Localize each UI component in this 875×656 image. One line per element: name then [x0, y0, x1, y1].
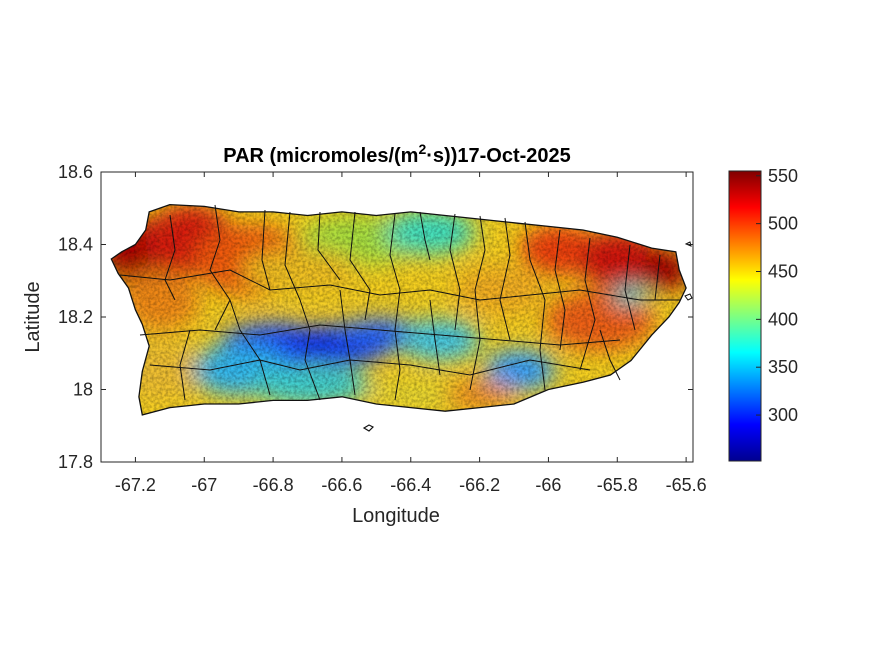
- colorbar-tick-label: 450: [768, 261, 798, 281]
- colorbar-tick-label: 550: [768, 166, 798, 186]
- islet-east: [684, 293, 693, 301]
- colorbar: [728, 170, 762, 462]
- x-tick-label: -65.8: [597, 475, 638, 495]
- y-tick-label: 18.2: [58, 307, 93, 327]
- y-axis: 17.8 18 18.2 18.4 18.6: [58, 162, 693, 472]
- x-tick-label: -66.8: [253, 475, 294, 495]
- islet-caja-de-muerto: [362, 424, 375, 432]
- y-tick-label: 17.8: [58, 452, 93, 472]
- colorbar-axis: 300 350 400 450 500 550: [756, 166, 798, 425]
- x-tick-label: -65.6: [666, 475, 707, 495]
- colorbar-tick-label: 300: [768, 405, 798, 425]
- x-tick-label: -67: [191, 475, 217, 495]
- y-tick-label: 18.4: [58, 235, 93, 255]
- colorbar-tick-label: 350: [768, 357, 798, 377]
- island-coastline: [110, 203, 687, 416]
- x-tick-label: -66: [535, 475, 561, 495]
- colorbar-tick-label: 500: [768, 214, 798, 234]
- x-axis: -67.2 -67 -66.8 -66.6 -66.4 -66.2 -66 -65.8 -65.…: [115, 172, 707, 495]
- x-tick-label: -66.6: [321, 475, 362, 495]
- y-axis-label: Latitude: [22, 281, 44, 352]
- municipality-boundaries: [119, 204, 680, 401]
- y-tick-label: 18: [73, 380, 93, 400]
- colorbar-tick-label: 400: [768, 309, 798, 329]
- chart-title: PAR (micromoles/(m2·s))17-Oct-2025: [223, 141, 571, 167]
- y-tick-label: 18.6: [58, 162, 93, 182]
- par-heatmap: [111, 204, 687, 415]
- x-tick-label: -66.4: [390, 475, 431, 495]
- x-tick-label: -67.2: [115, 475, 156, 495]
- x-tick-label: -66.2: [459, 475, 500, 495]
- x-axis-label: Longitude: [352, 505, 440, 527]
